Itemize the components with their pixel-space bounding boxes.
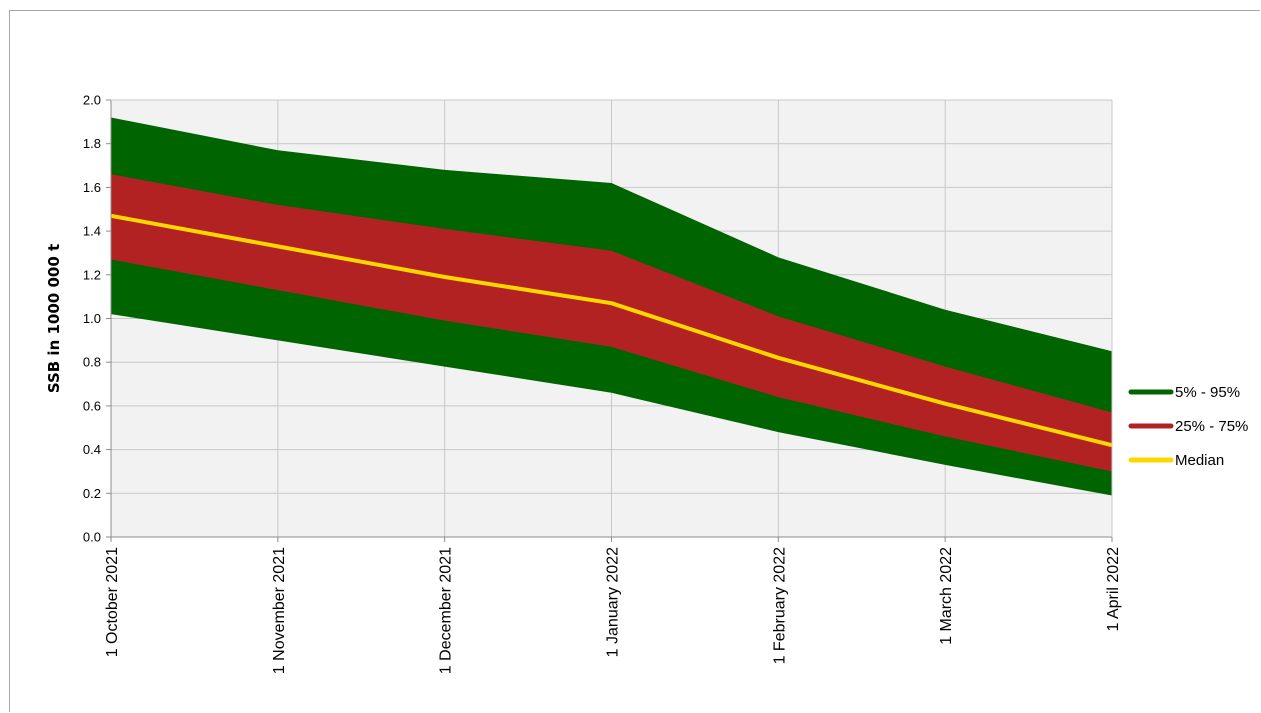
y-tick-label: 0.8 (83, 355, 101, 370)
y-tick-label: 0.4 (83, 442, 101, 457)
y-tick-label: 1.6 (83, 180, 101, 195)
band-series-1 (111, 174, 1112, 472)
legend-label: 5% - 95% (1175, 384, 1240, 401)
y-tick-labels: 0.0 0.2 0.4 0.6 0.8 1.0 1.2 1.4 1.6 1.8 2.0 (83, 93, 111, 545)
chart-frame (9, 10, 1260, 712)
median-lines (110, 213, 1113, 448)
x-tick-label: 1 March 2022 (938, 547, 955, 645)
x-tick-label: 1 January 2022 (605, 547, 622, 657)
x-tick-label: 1 April 2022 (1105, 547, 1122, 632)
x-tick-label: 1 October 2021 (104, 547, 121, 657)
x-tick-label: 1 February 2022 (771, 547, 788, 665)
y-axis-title: SSB in 1000 000 t (45, 244, 63, 393)
x-tick-label: 1 December 2021 (438, 547, 455, 674)
legend-label: 25% - 75% (1175, 418, 1248, 435)
y-tick-label: 0.6 (83, 398, 101, 413)
y-tick-label: 1.8 (83, 136, 101, 151)
y-tick-label: 0.0 (83, 530, 101, 545)
y-tick-label: 1.0 (83, 311, 101, 326)
y-tick-label: 1.4 (83, 224, 101, 239)
x-tick-labels: 1 October 2021 1 November 2021 1 December … (104, 537, 1122, 674)
y-tick-label: 2.0 (83, 93, 101, 108)
legend-label: Median (1175, 452, 1224, 469)
y-tick-label: 1.2 (83, 267, 101, 282)
legend: 5% - 95% 25% - 75% Median (1128, 384, 1248, 469)
y-tick-label: 0.2 (83, 486, 101, 501)
line-series-2 (110, 213, 1113, 448)
x-tick-label: 1 November 2021 (271, 547, 288, 674)
bands (111, 117, 1112, 496)
